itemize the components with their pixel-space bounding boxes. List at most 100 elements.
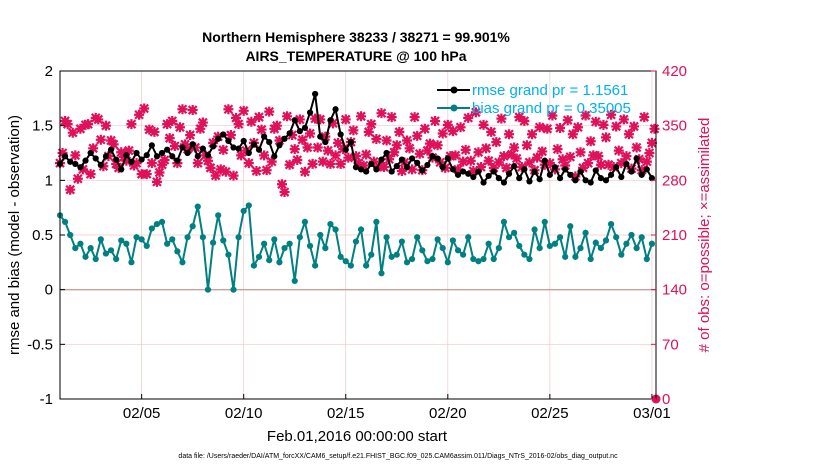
rmse-point xyxy=(148,142,155,149)
obs-count-marker xyxy=(473,147,484,158)
obs-count-marker xyxy=(121,155,132,166)
obs-count-marker xyxy=(486,126,497,137)
obs-count-marker xyxy=(636,165,647,176)
bias-point xyxy=(613,234,620,241)
obs-count-marker xyxy=(195,123,206,134)
bias-point xyxy=(128,259,135,266)
bias-point xyxy=(184,234,191,241)
bias-point xyxy=(460,251,467,258)
obs-count-marker xyxy=(327,118,338,129)
obs-count-marker xyxy=(442,119,453,130)
obs-count-marker xyxy=(164,133,175,144)
bias-point xyxy=(556,234,564,241)
bias-point xyxy=(301,218,309,225)
obs-count-marker xyxy=(493,157,504,168)
bias-point xyxy=(587,255,594,263)
rmse-point xyxy=(138,156,145,163)
obs-count-marker xyxy=(315,114,326,125)
rmse-point xyxy=(261,133,268,140)
obs-count-marker xyxy=(376,108,387,119)
rmse-point xyxy=(312,90,319,98)
rmse-point xyxy=(337,131,344,138)
obs-count-marker xyxy=(358,160,369,171)
obs-count-marker xyxy=(366,119,377,130)
bias-point xyxy=(424,258,431,265)
legend: rmse grand pr = 1.1561 bias grand pr = 0… xyxy=(437,82,631,117)
y-tick-label: 2 xyxy=(45,63,53,80)
bias-point xyxy=(138,236,145,243)
bias-point xyxy=(567,223,574,230)
obs-count-marker xyxy=(77,164,88,175)
obs-count-marker xyxy=(521,140,532,151)
y-tick-label: 1 xyxy=(45,172,53,189)
obs-count-marker xyxy=(445,151,456,162)
bias-point xyxy=(393,251,400,258)
rmse-point xyxy=(164,146,171,153)
obs-count-marker xyxy=(180,139,191,150)
obs-count-marker xyxy=(389,147,400,158)
bias-point xyxy=(363,262,370,269)
y2-tick-label: 420 xyxy=(662,63,687,80)
bias-point xyxy=(398,238,405,245)
rmse-point xyxy=(465,170,472,177)
obs-count-marker xyxy=(555,123,566,134)
bias-point xyxy=(209,239,217,246)
bias-point xyxy=(414,234,421,241)
rmse-point xyxy=(556,175,564,182)
rmse-point xyxy=(174,157,181,164)
bias-point xyxy=(536,245,543,252)
obs-count-marker xyxy=(294,114,305,125)
rmse-point xyxy=(516,175,523,182)
obs-count-marker xyxy=(432,140,443,151)
rmse-point xyxy=(255,146,263,153)
obs-count-marker xyxy=(356,111,367,122)
bias-point xyxy=(276,259,283,266)
obs-count-marker xyxy=(542,123,553,134)
bias-point xyxy=(444,259,451,266)
obs-count-marker xyxy=(210,170,221,181)
obs-count-marker xyxy=(93,114,104,125)
bias-point xyxy=(368,251,375,258)
y-tick-label: -1 xyxy=(40,391,53,408)
obs-count-marker xyxy=(218,144,229,155)
bias-point xyxy=(153,220,161,228)
y2-tick-label: 140 xyxy=(662,282,687,299)
obs-count-marker xyxy=(498,151,509,162)
bias-point xyxy=(490,255,497,263)
bias-point xyxy=(113,255,120,263)
rmse-point xyxy=(327,117,334,124)
bias-point xyxy=(204,286,212,293)
rmse-point xyxy=(225,137,232,145)
obs-count-marker xyxy=(251,165,262,176)
rmse-point xyxy=(505,170,513,177)
rmse-series xyxy=(56,90,656,186)
obs-count-marker xyxy=(312,142,323,153)
rmse-point xyxy=(378,156,385,163)
rmse-point xyxy=(128,158,135,165)
obs-count-marker xyxy=(266,156,277,167)
rmse-point xyxy=(87,149,94,157)
obs-count-marker xyxy=(174,122,185,133)
bias-point xyxy=(271,236,278,243)
bias-point xyxy=(607,220,615,228)
obs-count-marker xyxy=(600,132,611,143)
bias-point xyxy=(582,229,589,236)
rmse-point xyxy=(419,167,426,174)
obs-count-marker xyxy=(570,171,581,182)
obs-count-marker xyxy=(611,121,622,132)
obs-count-marker xyxy=(453,164,464,175)
rmse-point xyxy=(245,149,252,157)
bias-point xyxy=(470,255,477,263)
obs-count-marker xyxy=(322,145,333,156)
bias-point xyxy=(449,237,457,244)
obs-count-marker xyxy=(407,164,418,175)
bias-point xyxy=(77,240,84,247)
obs-count-marker xyxy=(511,153,522,164)
obs-count-marker xyxy=(348,125,359,136)
obs-count-marker xyxy=(641,156,652,167)
rmse-point xyxy=(107,146,115,153)
x-tick-label: 02/25 xyxy=(531,405,569,422)
bias-point xyxy=(352,238,360,245)
bias-point xyxy=(511,229,518,236)
rmse-point xyxy=(184,149,191,157)
